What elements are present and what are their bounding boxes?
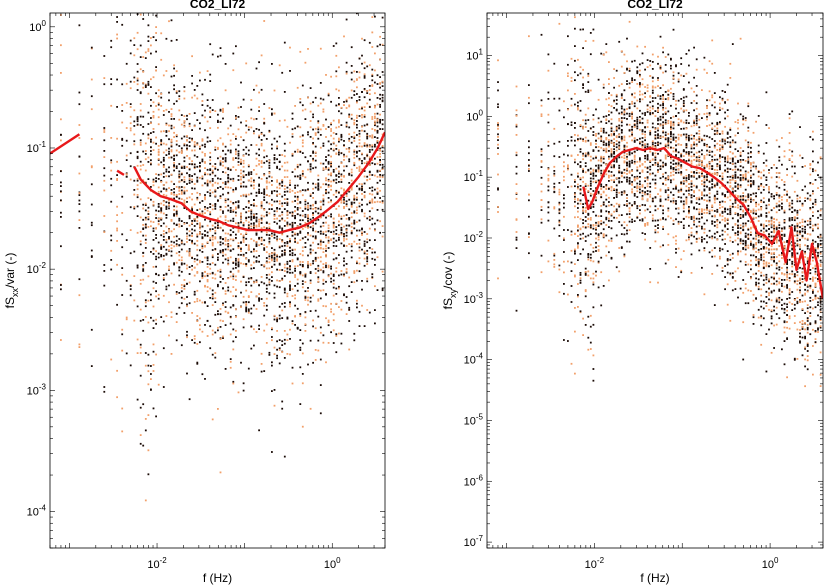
scatter-points [497, 16, 822, 388]
y-tick-label: 10-2 [27, 261, 47, 276]
y-axis-label: fSxy/cov (-) [441, 252, 458, 310]
y-tick-label: 10-7 [464, 534, 484, 549]
axes-frame [49, 12, 386, 549]
y-tick-label: 10-5 [464, 412, 484, 427]
x-tick-label: 10-2 [147, 556, 167, 571]
y-tick-label: 10-2 [464, 230, 484, 245]
y-tick-label: 10-4 [464, 352, 484, 367]
chart-title: CO2_LI72 [627, 0, 683, 11]
y-axis-label: fSxx/var (-) [3, 253, 20, 309]
y-tick-label: 100 [29, 19, 46, 34]
median-line-2 [133, 131, 385, 234]
x-axis-label: f (Hz) [203, 571, 232, 585]
median-line-1 [116, 169, 125, 176]
x-tick-label: 100 [324, 556, 341, 571]
y-tick-label: 10-3 [464, 291, 484, 306]
y-tick-label: 101 [466, 48, 483, 63]
chart-title: CO2_LI72 [190, 0, 246, 11]
y-tick-label: 10-4 [27, 504, 47, 519]
y-tick-label: 10-6 [464, 473, 484, 488]
axes-frame [486, 12, 824, 549]
y-tick-label: 10-3 [27, 382, 47, 397]
x-tick-label: 10-2 [585, 556, 605, 571]
x-tick-label: 100 [762, 556, 779, 571]
scatter-points [60, 13, 384, 502]
y-tick-label: 10-1 [27, 140, 47, 155]
median-line-0 [582, 146, 823, 300]
median-line-0 [50, 133, 81, 155]
y-tick-label: 100 [466, 108, 483, 123]
x-axis-label: f (Hz) [640, 571, 669, 585]
y-tick-label: 10-1 [464, 169, 484, 184]
right-panel: 10-7 10-6 10-5 10-4 10-3 10-2 10-1 100 101 10-2 10… [441, 0, 824, 585]
